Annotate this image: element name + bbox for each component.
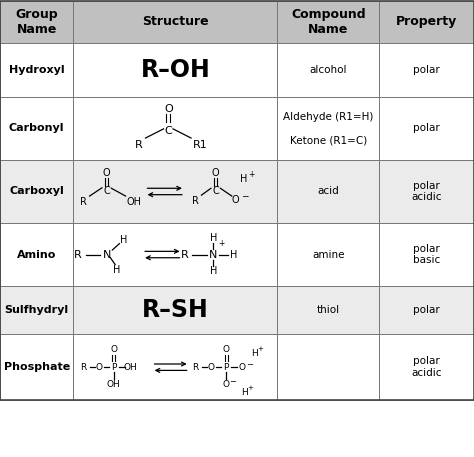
Text: Sulfhydryl: Sulfhydryl	[5, 305, 69, 315]
Text: N: N	[209, 250, 218, 260]
Bar	[277, 160, 379, 223]
Text: C: C	[103, 186, 110, 196]
Text: O: O	[232, 195, 239, 205]
Text: R1: R1	[193, 140, 208, 150]
Text: R: R	[192, 363, 199, 372]
Text: Amino: Amino	[17, 250, 56, 260]
Bar	[379, 334, 474, 400]
Bar	[277, 286, 379, 334]
Text: Property: Property	[396, 16, 457, 28]
Text: O: O	[223, 380, 229, 389]
Text: −: −	[229, 377, 236, 386]
Text: +: +	[219, 239, 225, 248]
Text: R: R	[135, 140, 143, 150]
Text: OH: OH	[107, 380, 121, 389]
Bar	[73, 286, 277, 334]
Text: H: H	[210, 233, 217, 243]
Text: R–OH: R–OH	[140, 58, 210, 82]
Bar	[0, 223, 73, 286]
Bar	[379, 1, 474, 43]
Bar	[73, 97, 277, 160]
Bar	[0, 160, 73, 223]
Text: +: +	[258, 346, 264, 352]
Text: thiol: thiol	[317, 305, 340, 315]
Text: H: H	[240, 174, 248, 184]
Text: R: R	[192, 196, 199, 206]
Bar	[379, 286, 474, 334]
Text: R: R	[181, 250, 189, 260]
Bar	[277, 223, 379, 286]
Text: P: P	[223, 363, 229, 372]
Bar	[277, 43, 379, 97]
Text: N: N	[102, 250, 111, 260]
Text: C: C	[164, 126, 172, 136]
Text: R: R	[74, 250, 82, 260]
Text: Aldehyde (R1=H)

Ketone (R1=C): Aldehyde (R1=H) Ketone (R1=C)	[283, 112, 374, 145]
Text: amine: amine	[312, 250, 345, 260]
Bar	[379, 160, 474, 223]
Text: O: O	[110, 345, 117, 354]
Text: H: H	[113, 265, 121, 275]
Text: P: P	[111, 363, 117, 372]
Text: OH: OH	[124, 363, 138, 372]
Bar	[379, 43, 474, 97]
Text: H: H	[229, 250, 237, 260]
Text: Compound
Name: Compound Name	[291, 8, 365, 36]
Text: H: H	[119, 235, 127, 245]
Text: R: R	[80, 197, 86, 207]
Bar	[0, 334, 73, 400]
Text: H: H	[241, 388, 247, 397]
Bar	[73, 334, 277, 400]
Bar	[0, 286, 73, 334]
Text: OH: OH	[127, 197, 142, 207]
Text: O: O	[223, 345, 229, 354]
Text: +: +	[248, 170, 255, 179]
Text: alcohol: alcohol	[310, 65, 347, 75]
Bar	[379, 223, 474, 286]
Text: Phosphate: Phosphate	[4, 362, 70, 372]
Bar	[0, 43, 73, 97]
Text: −: −	[241, 191, 249, 201]
Text: O: O	[239, 363, 246, 372]
Text: polar: polar	[413, 65, 440, 75]
Bar	[277, 334, 379, 400]
Text: Group
Name: Group Name	[16, 8, 58, 36]
Text: Structure: Structure	[142, 16, 209, 28]
Text: polar
acidic: polar acidic	[411, 356, 442, 378]
Bar	[73, 43, 277, 97]
Text: H: H	[251, 349, 258, 358]
Text: O: O	[103, 168, 110, 178]
Text: R–SH: R–SH	[142, 298, 209, 322]
Bar	[73, 160, 277, 223]
Text: polar
basic: polar basic	[413, 244, 440, 266]
Bar	[379, 97, 474, 160]
Text: O: O	[212, 168, 219, 178]
Bar	[73, 1, 277, 43]
Text: polar
acidic: polar acidic	[411, 181, 442, 202]
Text: O: O	[208, 363, 215, 372]
Bar	[0, 97, 73, 160]
Text: Carboxyl: Carboxyl	[9, 186, 64, 197]
Text: Carbonyl: Carbonyl	[9, 123, 64, 133]
Text: polar: polar	[413, 123, 440, 133]
Bar	[277, 97, 379, 160]
Bar	[277, 1, 379, 43]
Text: O: O	[96, 363, 102, 372]
Text: acid: acid	[318, 186, 339, 197]
Text: +: +	[247, 385, 253, 391]
Bar	[0, 1, 474, 400]
Bar	[73, 223, 277, 286]
Text: Hydroxyl: Hydroxyl	[9, 65, 64, 75]
Text: O: O	[164, 104, 173, 114]
Bar	[0, 1, 73, 43]
Text: C: C	[212, 186, 219, 196]
Text: −: −	[246, 360, 253, 369]
Text: H: H	[210, 266, 217, 276]
Text: R: R	[80, 363, 86, 372]
Text: polar: polar	[413, 305, 440, 315]
